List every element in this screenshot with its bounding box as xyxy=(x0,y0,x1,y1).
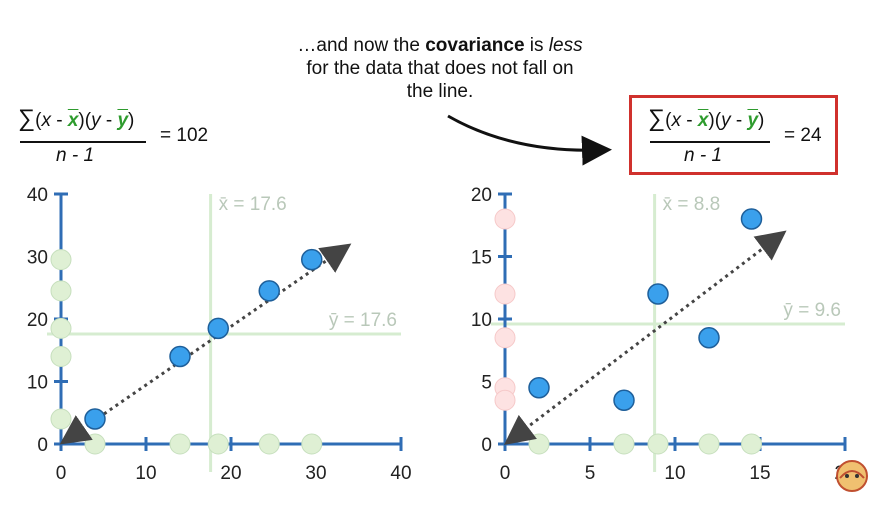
chart1-y-tick-label: 30 xyxy=(27,248,48,269)
caption-line2: for the data that does not fall on xyxy=(306,58,574,79)
chart1-x-tick-label: 0 xyxy=(56,463,67,484)
chart2-x-projection xyxy=(613,433,635,455)
caption-bold: covariance xyxy=(425,35,525,56)
chart1-y-tick-label: 0 xyxy=(37,435,48,456)
chart2-mean-x-label: x̄ = 8.8 xyxy=(663,194,721,215)
chart2-x-projection xyxy=(741,433,762,455)
chart2-mean-y-label: ȳ = 9.6 xyxy=(783,300,841,321)
formula-left-numerator: ∑(x - x)(y - y) xyxy=(18,105,135,132)
chart1-mean-y-label: ȳ = 17.6 xyxy=(329,310,397,331)
formula-left-bar xyxy=(20,141,146,143)
chart1-y-projection xyxy=(50,408,72,430)
chart1-mean-x-label: x̄ = 17.6 xyxy=(219,194,287,215)
caption-line3: the line. xyxy=(406,81,474,102)
caption-italic: less xyxy=(548,35,583,56)
caption-pre: …and now the xyxy=(297,35,426,56)
sigma-symbol: ∑ xyxy=(18,105,36,132)
chart1-x-tick-label: 30 xyxy=(305,463,326,484)
chart2-y-projection xyxy=(494,327,516,349)
chart1-x-tick-label: 40 xyxy=(390,463,411,484)
chart1-trend-line xyxy=(59,243,352,445)
chart2-y-tick-label: 0 xyxy=(481,435,492,456)
chart2-x-tick-label: 10 xyxy=(664,463,685,484)
chart2-y-tick-label: 20 xyxy=(471,185,492,206)
chart2-data-point xyxy=(698,327,720,349)
chart1-x-projection xyxy=(169,433,191,455)
chart2-y-projection xyxy=(494,283,516,305)
chart1-x-projection xyxy=(258,433,280,455)
chart2-y-tick-label: 15 xyxy=(471,248,492,269)
chart1-x-projection xyxy=(207,433,229,455)
formula-right-numerator: ∑(x - x)(y - y) xyxy=(648,105,765,132)
chart2-y-projection xyxy=(494,389,516,411)
chart1-data-point xyxy=(301,248,323,271)
chart2-x-tick-label: 5 xyxy=(585,463,596,484)
formula-right-denominator: n - 1 xyxy=(684,145,723,166)
caption-arrow xyxy=(447,114,612,166)
chart1-data-point xyxy=(207,317,229,340)
chart2-data-point xyxy=(613,389,635,411)
chart1-x-tick-label: 10 xyxy=(135,463,156,484)
chart2-x-projection xyxy=(698,433,720,455)
chart2-trend-line xyxy=(503,230,787,446)
chart2-data-point xyxy=(528,377,550,399)
formula-right-bar xyxy=(650,141,770,143)
chart2-y-tick-label: 10 xyxy=(471,310,492,331)
chart2-x-tick-label: 15 xyxy=(749,463,770,484)
chart1-x-projection xyxy=(301,433,323,455)
formula-left-denominator: n - 1 xyxy=(56,145,95,166)
formula-left-result: = 102 xyxy=(160,125,209,146)
chart2-data-point xyxy=(740,208,763,230)
chart1-y-projection xyxy=(50,346,72,367)
chart1-x-projection xyxy=(84,433,106,455)
chart2-data-point xyxy=(647,283,669,305)
chart2-x-tick-label: 0 xyxy=(500,463,511,484)
formula-right-highlight-box xyxy=(629,95,838,175)
caption: …and now the covariance is less for the … xyxy=(230,34,650,103)
chart2-x-projection xyxy=(528,433,550,455)
formula-right-result: = 24 xyxy=(784,125,822,146)
chart2-y-projection xyxy=(494,208,516,230)
chart1-y-tick-label: 20 xyxy=(27,310,48,331)
chart1-y-projection xyxy=(50,280,72,302)
chart2-y-tick-label: 5 xyxy=(481,373,492,394)
formula-left: ∑(x - x)(y - y) n - 1 = 102 xyxy=(18,105,228,175)
sigma-symbol: ∑ xyxy=(648,105,666,132)
chart1-data-point xyxy=(258,280,280,302)
chart1-y-tick-label: 10 xyxy=(27,373,48,394)
chart1-data-point xyxy=(84,408,106,430)
statquest-logo xyxy=(836,460,868,492)
chart1-y-projection xyxy=(50,249,72,271)
chart1-data-point xyxy=(169,345,191,368)
chart2-x-projection xyxy=(647,433,669,455)
formula-right: ∑(x - x)(y - y) n - 1 = 24 xyxy=(648,105,838,175)
caption-mid: is xyxy=(524,35,549,56)
chart1-x-tick-label: 20 xyxy=(220,463,241,484)
chart1-y-projection xyxy=(50,317,72,339)
chart1-y-tick-label: 40 xyxy=(27,185,48,206)
